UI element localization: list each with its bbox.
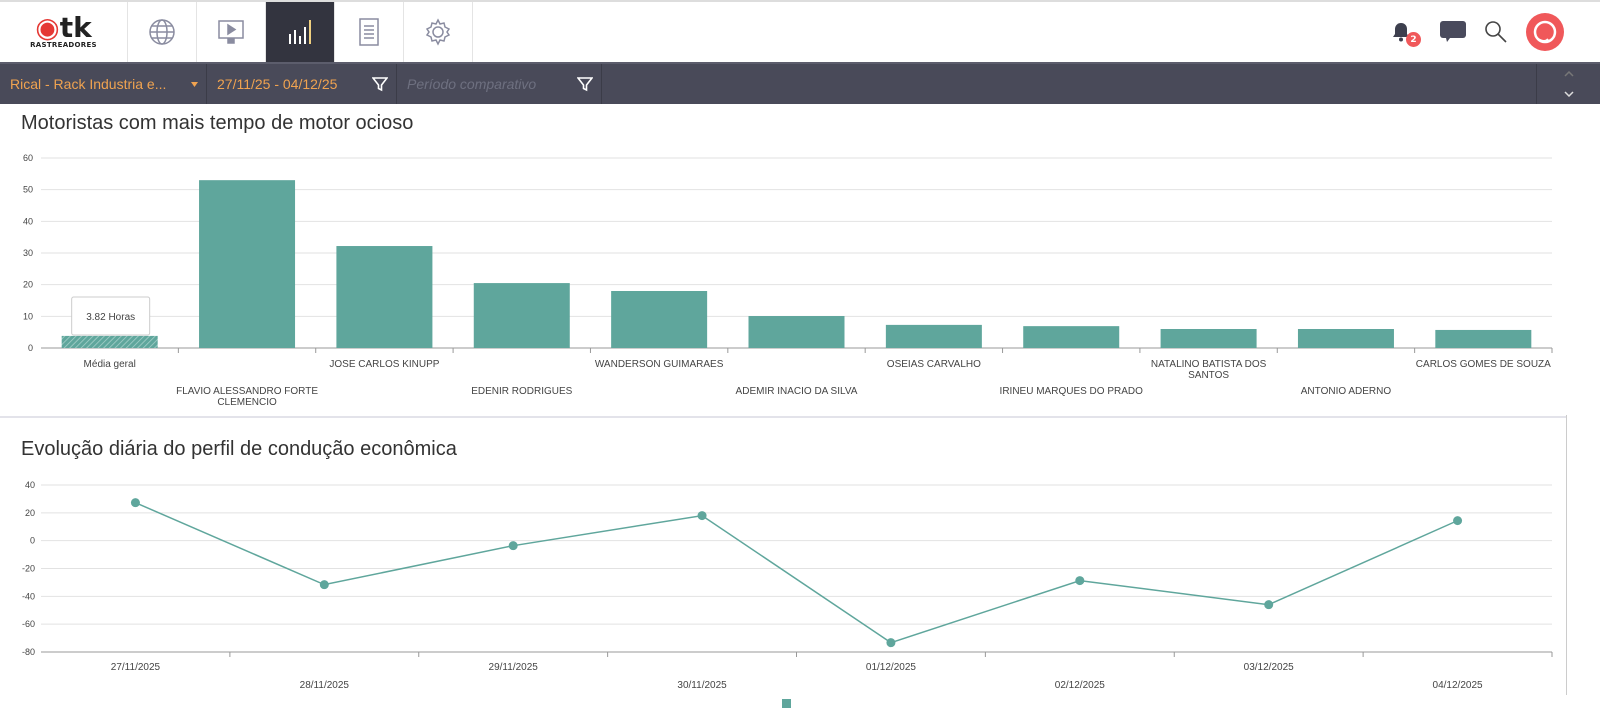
bar-chart-icon (289, 20, 311, 44)
x-category-label: OSEIAS CARVALHO (887, 359, 981, 370)
monitor-play-icon (218, 20, 244, 44)
y-tick-label: -80 (22, 647, 35, 657)
data-point (1264, 600, 1274, 610)
filter-icon[interactable] (372, 76, 388, 92)
data-point (1075, 576, 1085, 586)
data-point (886, 638, 896, 648)
date-range-value: 27/11/25 - 04/12/25 (217, 76, 338, 92)
x-category-label: EDENIR RODRIGUES (471, 386, 572, 397)
idle-engine-bar-chart: 0 10 20 30 40 50 60 Média geral FLAVIO ALESSANDR… (23, 153, 1553, 408)
company-select[interactable]: Rical - Rack Industria e... (0, 64, 207, 104)
data-point (130, 498, 140, 508)
caret-down-icon (191, 81, 198, 87)
gear-icon (425, 18, 451, 46)
top-bar: ◉tk RASTREADORES 2 (0, 0, 1600, 62)
logo-text: tk (59, 11, 92, 44)
y-tick-label: 20 (23, 280, 33, 290)
notification-badge: 2 (1406, 32, 1421, 47)
data-point (697, 511, 707, 521)
nav-settings[interactable] (404, 2, 473, 62)
x-category-label: IRINEU MARQUES DO PRADO (1000, 386, 1144, 397)
filter-icon[interactable] (577, 76, 593, 92)
y-tick-label: 10 (23, 311, 33, 321)
nav-documents[interactable] (335, 2, 404, 62)
y-tick-label: 0 (30, 536, 35, 546)
x-category-label: Média geral (84, 359, 136, 370)
nav-reports-charts[interactable] (266, 2, 335, 62)
compare-period-field[interactable]: Período comparativo (397, 64, 602, 104)
filter-scroller[interactable] (1536, 64, 1600, 104)
bar (1435, 329, 1532, 348)
y-tick-label: 20 (25, 508, 35, 518)
tooltip-text: 3.82 Horas (86, 312, 135, 323)
logo[interactable]: ◉tk RASTREADORES (0, 2, 128, 62)
x-category-label: FLAVIO ALESSANDRO FORTE CLEMENCIO (176, 386, 318, 408)
logo-subtitle: RASTREADORES (30, 41, 97, 49)
bell-icon (1393, 23, 1409, 42)
bar (1023, 326, 1120, 348)
compare-period-placeholder: Período comparativo (407, 76, 537, 92)
bar (61, 335, 158, 348)
y-tick-label: 30 (23, 248, 33, 258)
idle-chart-title: Motoristas com mais tempo de motor ocios… (21, 112, 414, 134)
chevron-down-icon[interactable] (1537, 84, 1600, 104)
x-date-label: 01/12/2025 (866, 662, 916, 673)
x-category-label: ADEMIR INACIO DA SILVA (736, 386, 858, 397)
x-category-label: JOSE CARLOS KINUPP (329, 359, 439, 370)
bar (336, 246, 433, 348)
x-date-label: 04/12/2025 (1433, 680, 1483, 691)
eco-chart-title: Evolução diária do perfil de condução ec… (21, 438, 457, 460)
x-category-label: ANTONIO ADERNO (1301, 386, 1392, 397)
bar (748, 316, 845, 348)
x-category-label: CARLOS GOMES DE SOUZA (1416, 359, 1551, 370)
chevron-up-icon[interactable] (1537, 64, 1600, 84)
y-tick-label: -60 (22, 619, 35, 629)
y-tick-label: 50 (23, 185, 33, 195)
bar (1297, 329, 1394, 348)
notifications-button[interactable]: 2 (1392, 2, 1422, 62)
bar (199, 180, 296, 348)
filter-bar: Rical - Rack Industria e... 27/11/25 - 0… (0, 62, 1600, 104)
x-date-label: 03/12/2025 (1244, 662, 1294, 673)
document-icon (359, 18, 379, 46)
x-date-label: 29/11/2025 (489, 662, 539, 673)
y-tick-label: -40 (22, 591, 35, 601)
legend-marker (782, 699, 791, 708)
x-date-label: 28/11/2025 (300, 680, 350, 691)
y-tick-label: -20 (22, 564, 35, 574)
chat-icon[interactable] (1440, 21, 1466, 43)
tooltip-box (71, 296, 151, 336)
y-tick-label: 0 (28, 343, 33, 353)
section-divider (0, 416, 1566, 418)
data-point (508, 541, 518, 551)
bar (1160, 329, 1257, 348)
x-date-label: 02/12/2025 (1055, 680, 1105, 691)
data-point (319, 580, 329, 590)
nav-video[interactable] (197, 2, 266, 62)
y-tick-label: 40 (23, 216, 33, 226)
data-point (1453, 516, 1463, 526)
search-icon[interactable] (1484, 20, 1508, 44)
x-date-label: 27/11/2025 (111, 662, 161, 673)
bar (611, 291, 708, 348)
x-category-label: WANDERSON GUIMARAES (595, 359, 724, 370)
y-tick-label: 40 (25, 480, 35, 490)
date-range-field[interactable]: 27/11/25 - 04/12/25 (207, 64, 397, 104)
x-category-label: NATALINO BATISTA DOS SANTOS (1151, 359, 1267, 381)
nav-map[interactable] (128, 2, 197, 62)
y-tick-label: 60 (23, 153, 33, 163)
bar (473, 283, 570, 348)
x-date-label: 30/11/2025 (677, 680, 727, 691)
support-headset-icon[interactable] (1526, 13, 1564, 51)
series-line (135, 501, 1458, 644)
bar (885, 324, 982, 348)
scrollbar[interactable] (1566, 415, 1600, 695)
eco-driving-line-chart: 40 20 0 -20 -40 -60 -80 27/11/2025 28/11/2025 29/… (22, 480, 1553, 708)
company-value: Rical - Rack Industria e... (10, 76, 167, 92)
globe-icon (149, 19, 175, 45)
